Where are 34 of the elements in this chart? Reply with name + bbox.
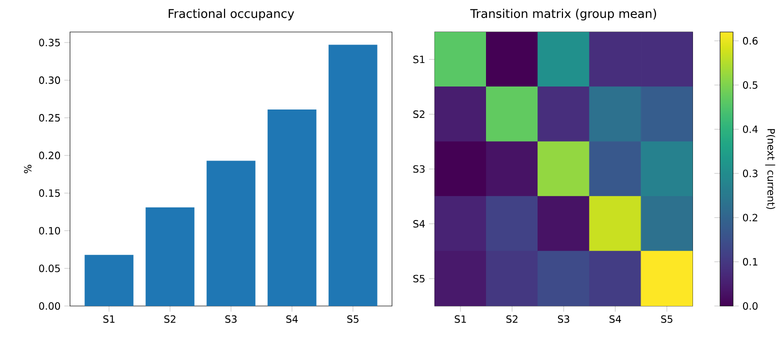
x-tick-label: S2	[506, 315, 518, 323]
y-tick-label: 0.05	[39, 264, 60, 272]
y-tick-label: 0.15	[39, 189, 60, 197]
x-tick-label: S3	[225, 315, 237, 323]
y-tick-label: 0.00	[39, 302, 60, 310]
y-tick-label: 0.25	[39, 114, 60, 122]
color-bar-label: 0.5	[743, 81, 758, 89]
y-tick-label: 0.30	[39, 76, 60, 84]
y-tick-label: 0.10	[39, 226, 60, 235]
x-tick-label: S5	[661, 315, 672, 323]
x-tick-label: S3	[558, 315, 570, 323]
x-tick-label: S1	[454, 315, 466, 323]
y-tick-label: 0.35	[39, 38, 60, 46]
y-tick-label: 0.20	[39, 152, 60, 160]
chart-title: Transition matrix (group mean)	[470, 8, 656, 20]
x-tick-label: S4	[610, 315, 622, 323]
color-bar-label: 0.2	[743, 214, 758, 222]
x-tick-label: S1	[103, 315, 114, 323]
color-bar-label: 0.3	[743, 170, 758, 178]
x-tick-label: S4	[286, 315, 298, 323]
y-tick-label: S5	[413, 274, 425, 282]
x-tick-label: S5	[347, 315, 358, 323]
color-bar-label: 0.0	[743, 302, 758, 310]
y-tick-label: S1	[413, 56, 424, 64]
color-bar-label: 0.1	[743, 258, 758, 266]
y-tick-label: S2	[413, 110, 424, 118]
color-bar-title: P(next | current)	[765, 129, 776, 210]
color-bar-label: 0.4	[743, 125, 758, 134]
y-tick-label: S3	[413, 165, 425, 173]
chart-title: Fractional occupancy	[168, 8, 294, 20]
y-tick-label: S4	[413, 220, 425, 228]
x-tick-label: S2	[164, 315, 176, 323]
y-axis-title: %	[24, 164, 32, 174]
color-bar-label: 0.6	[743, 37, 758, 45]
